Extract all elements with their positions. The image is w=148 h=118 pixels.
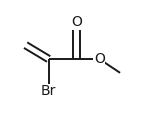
Text: O: O — [94, 52, 105, 66]
Text: O: O — [71, 15, 82, 29]
Text: Br: Br — [41, 84, 56, 98]
